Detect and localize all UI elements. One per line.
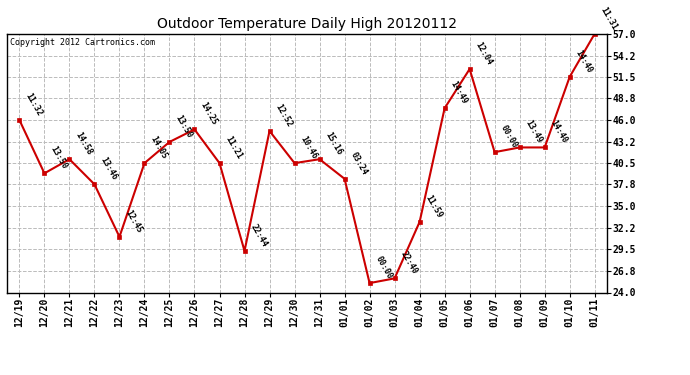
Text: 14:40: 14:40: [573, 48, 593, 75]
Text: 13:46: 13:46: [98, 156, 119, 182]
Text: 15:16: 15:16: [324, 131, 344, 157]
Title: Outdoor Temperature Daily High 20120112: Outdoor Temperature Daily High 20120112: [157, 17, 457, 31]
Text: 22:40: 22:40: [398, 250, 419, 276]
Text: 03:24: 03:24: [348, 150, 368, 177]
Text: Copyright 2012 Cartronics.com: Copyright 2012 Cartronics.com: [10, 38, 155, 46]
Text: 22:44: 22:44: [248, 222, 268, 249]
Text: 13:49: 13:49: [524, 119, 544, 145]
Text: 12:45: 12:45: [124, 209, 144, 234]
Text: 13:50: 13:50: [173, 114, 193, 140]
Text: 00:00: 00:00: [498, 124, 519, 150]
Text: 11:31: 11:31: [598, 5, 619, 32]
Text: 14:05: 14:05: [148, 135, 168, 161]
Text: 10:46: 10:46: [298, 135, 319, 161]
Text: 14:25: 14:25: [198, 101, 219, 127]
Text: 11:59: 11:59: [424, 194, 444, 220]
Text: 12:52: 12:52: [273, 102, 293, 129]
Text: 14:40: 14:40: [549, 119, 569, 145]
Text: 11:32: 11:32: [23, 92, 43, 118]
Text: 14:58: 14:58: [73, 131, 93, 157]
Text: 13:50: 13:50: [48, 145, 68, 171]
Text: 00:00: 00:00: [373, 255, 393, 281]
Text: 14:49: 14:49: [448, 80, 469, 106]
Text: 12:04: 12:04: [473, 40, 493, 67]
Text: 11:21: 11:21: [224, 135, 244, 161]
